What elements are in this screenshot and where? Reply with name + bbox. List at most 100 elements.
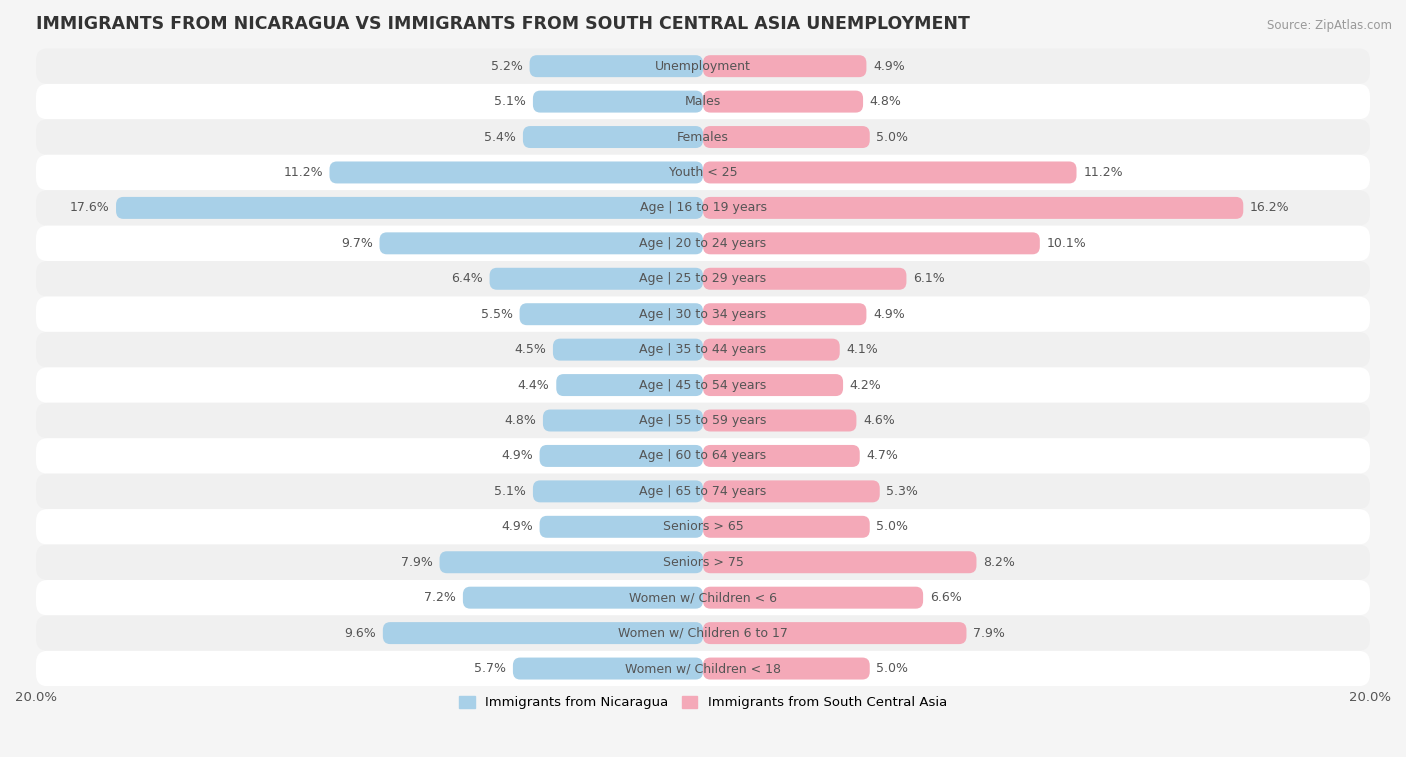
Text: Age | 55 to 59 years: Age | 55 to 59 years <box>640 414 766 427</box>
Text: 8.2%: 8.2% <box>983 556 1015 569</box>
Text: Males: Males <box>685 95 721 108</box>
FancyBboxPatch shape <box>703 374 844 396</box>
FancyBboxPatch shape <box>703 587 924 609</box>
Text: Age | 65 to 74 years: Age | 65 to 74 years <box>640 485 766 498</box>
FancyBboxPatch shape <box>37 226 1369 261</box>
FancyBboxPatch shape <box>540 445 703 467</box>
Text: Females: Females <box>678 130 728 144</box>
Text: 7.2%: 7.2% <box>425 591 456 604</box>
Text: Women w/ Children < 18: Women w/ Children < 18 <box>626 662 780 675</box>
FancyBboxPatch shape <box>37 474 1369 509</box>
Text: 4.8%: 4.8% <box>505 414 536 427</box>
FancyBboxPatch shape <box>520 304 703 326</box>
FancyBboxPatch shape <box>530 55 703 77</box>
FancyBboxPatch shape <box>489 268 703 290</box>
FancyBboxPatch shape <box>37 261 1369 297</box>
FancyBboxPatch shape <box>382 622 703 644</box>
FancyBboxPatch shape <box>37 438 1369 474</box>
FancyBboxPatch shape <box>329 161 703 183</box>
Text: 6.1%: 6.1% <box>912 273 945 285</box>
FancyBboxPatch shape <box>440 551 703 573</box>
Text: Youth < 25: Youth < 25 <box>669 166 737 179</box>
FancyBboxPatch shape <box>553 338 703 360</box>
FancyBboxPatch shape <box>37 544 1369 580</box>
FancyBboxPatch shape <box>37 332 1369 367</box>
FancyBboxPatch shape <box>543 410 703 431</box>
FancyBboxPatch shape <box>37 154 1369 190</box>
Text: 5.0%: 5.0% <box>876 520 908 533</box>
Text: Women w/ Children < 6: Women w/ Children < 6 <box>628 591 778 604</box>
FancyBboxPatch shape <box>37 48 1369 84</box>
Text: 6.6%: 6.6% <box>929 591 962 604</box>
FancyBboxPatch shape <box>37 580 1369 615</box>
Text: 5.3%: 5.3% <box>886 485 918 498</box>
Text: 5.2%: 5.2% <box>491 60 523 73</box>
FancyBboxPatch shape <box>703 410 856 431</box>
Text: IMMIGRANTS FROM NICARAGUA VS IMMIGRANTS FROM SOUTH CENTRAL ASIA UNEMPLOYMENT: IMMIGRANTS FROM NICARAGUA VS IMMIGRANTS … <box>37 15 970 33</box>
Text: 4.1%: 4.1% <box>846 343 879 356</box>
FancyBboxPatch shape <box>37 403 1369 438</box>
Text: 4.4%: 4.4% <box>517 378 550 391</box>
FancyBboxPatch shape <box>703 445 859 467</box>
Text: 5.1%: 5.1% <box>495 485 526 498</box>
FancyBboxPatch shape <box>557 374 703 396</box>
FancyBboxPatch shape <box>37 120 1369 154</box>
FancyBboxPatch shape <box>37 190 1369 226</box>
Text: Seniors > 75: Seniors > 75 <box>662 556 744 569</box>
Text: Age | 30 to 34 years: Age | 30 to 34 years <box>640 307 766 321</box>
Text: 11.2%: 11.2% <box>283 166 323 179</box>
Text: 4.7%: 4.7% <box>866 450 898 463</box>
FancyBboxPatch shape <box>703 338 839 360</box>
Text: Women w/ Children 6 to 17: Women w/ Children 6 to 17 <box>619 627 787 640</box>
Text: 6.4%: 6.4% <box>451 273 482 285</box>
Text: 7.9%: 7.9% <box>973 627 1005 640</box>
Text: 4.9%: 4.9% <box>873 307 905 321</box>
Text: 9.7%: 9.7% <box>342 237 373 250</box>
Text: Unemployment: Unemployment <box>655 60 751 73</box>
FancyBboxPatch shape <box>703 516 870 537</box>
Text: Age | 25 to 29 years: Age | 25 to 29 years <box>640 273 766 285</box>
FancyBboxPatch shape <box>703 55 866 77</box>
FancyBboxPatch shape <box>117 197 703 219</box>
Text: 10.1%: 10.1% <box>1046 237 1087 250</box>
FancyBboxPatch shape <box>703 268 907 290</box>
FancyBboxPatch shape <box>37 509 1369 544</box>
Text: 5.0%: 5.0% <box>876 662 908 675</box>
Text: Age | 16 to 19 years: Age | 16 to 19 years <box>640 201 766 214</box>
Legend: Immigrants from Nicaragua, Immigrants from South Central Asia: Immigrants from Nicaragua, Immigrants fr… <box>454 690 952 715</box>
Text: 5.0%: 5.0% <box>876 130 908 144</box>
FancyBboxPatch shape <box>37 651 1369 687</box>
FancyBboxPatch shape <box>533 91 703 113</box>
FancyBboxPatch shape <box>37 297 1369 332</box>
Text: Source: ZipAtlas.com: Source: ZipAtlas.com <box>1267 19 1392 32</box>
Text: 9.6%: 9.6% <box>344 627 377 640</box>
Text: 4.5%: 4.5% <box>515 343 547 356</box>
Text: 5.7%: 5.7% <box>474 662 506 675</box>
FancyBboxPatch shape <box>37 84 1369 120</box>
FancyBboxPatch shape <box>463 587 703 609</box>
Text: Age | 45 to 54 years: Age | 45 to 54 years <box>640 378 766 391</box>
FancyBboxPatch shape <box>380 232 703 254</box>
Text: Age | 20 to 24 years: Age | 20 to 24 years <box>640 237 766 250</box>
FancyBboxPatch shape <box>703 91 863 113</box>
Text: 4.9%: 4.9% <box>501 450 533 463</box>
Text: Age | 60 to 64 years: Age | 60 to 64 years <box>640 450 766 463</box>
Text: 4.6%: 4.6% <box>863 414 894 427</box>
Text: 4.9%: 4.9% <box>873 60 905 73</box>
Text: 4.2%: 4.2% <box>849 378 882 391</box>
FancyBboxPatch shape <box>523 126 703 148</box>
FancyBboxPatch shape <box>703 197 1243 219</box>
FancyBboxPatch shape <box>533 481 703 503</box>
FancyBboxPatch shape <box>703 551 977 573</box>
Text: 16.2%: 16.2% <box>1250 201 1289 214</box>
FancyBboxPatch shape <box>513 658 703 680</box>
Text: 4.8%: 4.8% <box>870 95 901 108</box>
FancyBboxPatch shape <box>703 232 1040 254</box>
Text: Age | 35 to 44 years: Age | 35 to 44 years <box>640 343 766 356</box>
FancyBboxPatch shape <box>703 304 866 326</box>
Text: 7.9%: 7.9% <box>401 556 433 569</box>
FancyBboxPatch shape <box>703 481 880 503</box>
FancyBboxPatch shape <box>703 126 870 148</box>
FancyBboxPatch shape <box>703 658 870 680</box>
Text: 11.2%: 11.2% <box>1083 166 1123 179</box>
